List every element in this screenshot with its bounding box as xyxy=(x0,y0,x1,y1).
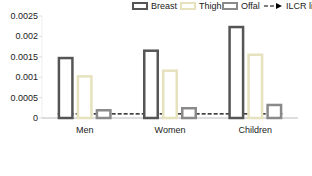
x-tick-label: Men xyxy=(76,125,94,135)
x-tick-label: Children xyxy=(239,125,273,135)
y-tick-label: 0 xyxy=(33,113,38,123)
y-tick-label: 0.002 xyxy=(15,31,38,41)
y-tick-label: 0.0015 xyxy=(10,52,38,62)
x-tick-label: Women xyxy=(155,125,186,135)
legend-swatch xyxy=(181,3,195,9)
bar xyxy=(163,71,177,118)
legend-label: Offal xyxy=(241,1,260,11)
bar xyxy=(230,27,244,118)
y-axis xyxy=(42,16,43,118)
legend-label: Thigh xyxy=(199,1,222,11)
y-tick-label: 0.0005 xyxy=(10,93,38,103)
y-tick xyxy=(39,77,42,78)
y-tick xyxy=(39,56,42,57)
bar xyxy=(182,108,196,118)
bar xyxy=(268,105,282,118)
legend-swatch xyxy=(264,5,282,6)
bar xyxy=(249,55,262,118)
legend-label: Breast xyxy=(151,1,178,11)
bar xyxy=(78,76,92,118)
y-tick-label: 0.0025 xyxy=(10,11,38,21)
y-tick xyxy=(39,118,42,119)
y-tick xyxy=(39,16,42,17)
y-tick-label: 0.001 xyxy=(15,72,38,82)
bar xyxy=(144,51,158,118)
y-tick xyxy=(39,97,42,98)
bar xyxy=(97,110,111,118)
legend-swatch xyxy=(223,3,237,9)
y-tick xyxy=(39,36,42,37)
legend-label: ILCR limit xyxy=(286,1,312,11)
chart: 0 0.0005 0.001 0.0015 0.002 0.0025 Men Women Chi… xyxy=(0,0,312,176)
legend-swatch xyxy=(133,3,147,9)
bar xyxy=(59,58,73,118)
